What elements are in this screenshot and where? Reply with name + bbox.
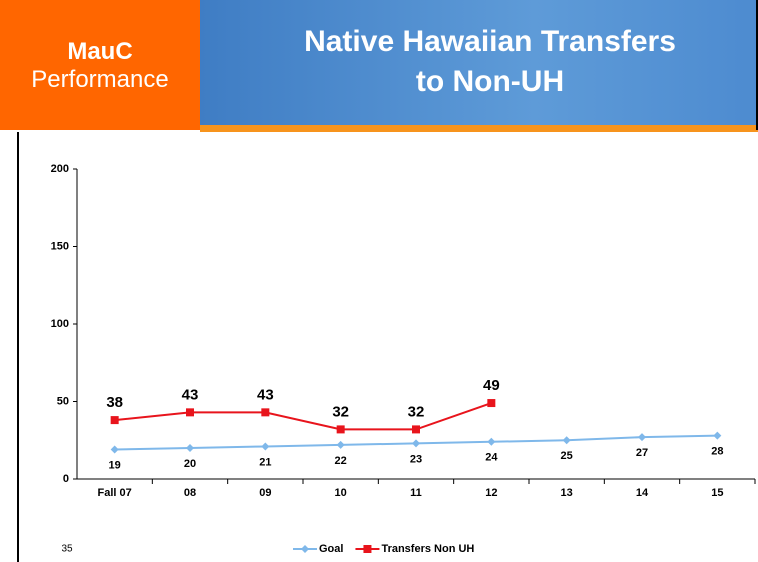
data-label: 43 — [182, 386, 199, 403]
data-label: 32 — [332, 403, 349, 420]
section: Performance — [31, 66, 169, 93]
x-tick-label: Fall 07 — [98, 487, 132, 499]
data-point — [186, 408, 194, 417]
y-tick-label: 100 — [51, 318, 69, 330]
brand: MauC — [67, 38, 133, 65]
data-label: 25 — [561, 450, 573, 462]
y-tick-label: 150 — [51, 240, 69, 252]
frame-line — [17, 132, 19, 562]
y-tick-label: 50 — [57, 395, 69, 407]
data-point — [713, 431, 722, 440]
data-label: 38 — [106, 394, 123, 411]
legend-marker — [301, 545, 309, 553]
data-point — [110, 416, 119, 425]
data-label: 19 — [109, 459, 121, 471]
data-label: 28 — [711, 446, 723, 458]
frame-line — [756, 0, 758, 130]
data-label: 24 — [485, 452, 498, 464]
x-tick-label: 14 — [636, 487, 649, 499]
chart-title: Native Hawaiian Transfers to Non-UH — [304, 25, 676, 98]
banner-strip — [200, 125, 758, 132]
legend-label: Goal — [319, 543, 343, 555]
data-label: 43 — [257, 386, 274, 403]
x-tick-label: 11 — [410, 487, 422, 499]
x-tick-label: 10 — [335, 487, 347, 499]
x-tick-label: 15 — [711, 487, 723, 499]
banner — [200, 0, 758, 125]
legend-marker — [363, 545, 372, 553]
page-number: 35 — [61, 544, 73, 555]
data-label: 20 — [184, 458, 196, 470]
data-point — [562, 436, 571, 445]
data-point — [638, 433, 646, 442]
y-tick-label: 200 — [51, 163, 69, 175]
x-tick-label: 08 — [184, 487, 196, 499]
data-label: 21 — [259, 456, 271, 468]
data-point — [412, 439, 420, 448]
y-tick-label: 0 — [63, 473, 69, 485]
brand-box: MauC Performance — [0, 0, 200, 130]
data-point — [261, 408, 270, 417]
data-point — [336, 425, 345, 434]
x-tick-label: 12 — [485, 487, 497, 499]
data-point — [487, 437, 496, 446]
data-point — [261, 442, 270, 451]
x-tick-label: 09 — [259, 487, 271, 499]
data-label: 27 — [636, 447, 648, 459]
data-point — [412, 425, 420, 434]
data-point — [487, 399, 496, 408]
data-point — [110, 445, 119, 454]
legend-label: Transfers Non UH — [381, 543, 474, 555]
data-label: 32 — [408, 403, 425, 420]
data-label: 22 — [335, 455, 347, 467]
data-label: 23 — [410, 453, 422, 465]
series-line — [114, 402, 492, 431]
data-point — [336, 440, 345, 449]
data-point — [186, 444, 194, 452]
data-label: 49 — [483, 377, 500, 394]
x-tick-label: 13 — [561, 487, 573, 499]
